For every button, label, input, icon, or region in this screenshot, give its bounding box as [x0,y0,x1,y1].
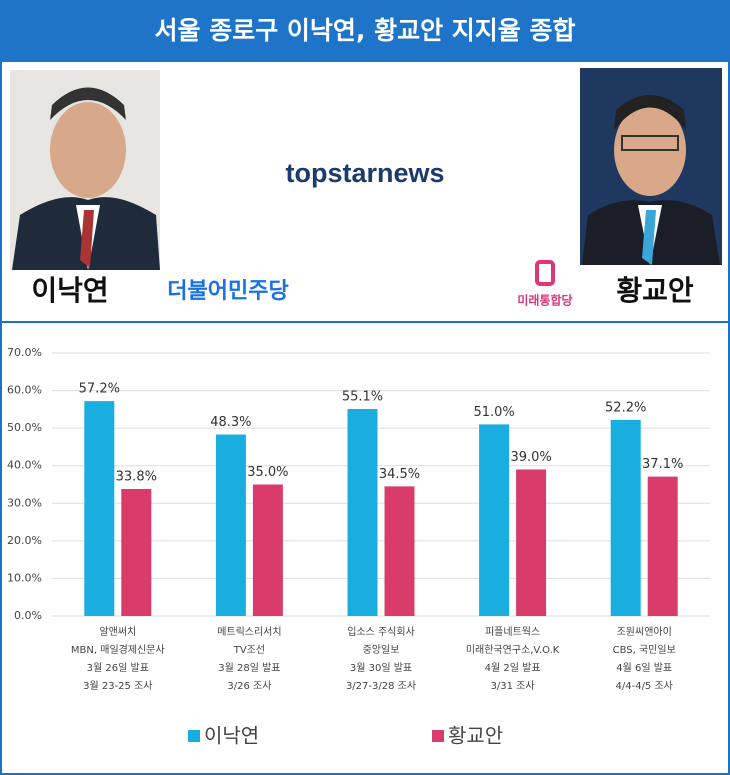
legend-label: 황교안 [448,724,503,748]
x-tick-label: 피플네트웍스 [485,626,540,638]
x-tick-label: 4월 6일 발표 [616,662,672,674]
bar [347,408,378,616]
left-party: 더불어민주당 [167,279,288,304]
x-tick-label: 3/31 조사 [491,680,535,692]
x-tick-label: 조원씨앤아이 [617,626,672,638]
y-tick-label: 30.0% [7,496,42,509]
right-photo [580,68,722,265]
x-tick-label: MBN, 매일경제신문사 [71,643,165,656]
legend-swatch [188,730,200,742]
value-label: 57.2% [79,382,120,397]
bar [252,484,283,616]
x-tick-label: 4/4-4/5 조사 [616,680,673,692]
value-label: 51.0% [473,405,514,420]
y-tick-label: 40.0% [7,459,42,472]
title-bar [0,0,730,62]
chart-title: 서울 종로구 이낙연, 황교안 지지율 종합 [154,16,575,45]
x-tick-label: 3월 26일 발표 [87,662,149,674]
x-tick-label: 3월 30일 발표 [350,662,412,674]
x-tick-label: 3월 23-25 조사 [83,680,152,692]
right-party-icon [535,260,555,286]
x-tick-label: 알앤써치 [99,626,136,638]
y-tick-label: 10.0% [7,571,42,584]
y-tick-label: 60.0% [7,384,42,397]
bar [84,401,115,616]
value-label: 52.2% [605,400,646,415]
left-photo [10,70,160,270]
x-tick-label: 4월 2일 발표 [485,662,541,674]
value-label: 55.1% [342,389,383,404]
value-label: 33.8% [116,470,157,485]
bar [516,469,547,616]
x-tick-label: 3/27-3/28 조사 [346,680,416,692]
right-party: 미래통합당 [517,293,572,308]
bar [479,424,510,616]
legend-swatch [432,730,444,742]
value-label: 39.0% [510,450,551,465]
bar [121,489,152,616]
left-name: 이낙연 [31,274,108,307]
x-tick-label: 3월 28일 발표 [218,662,280,674]
x-tick-label: 3/26 조사 [227,680,271,692]
bar [610,419,641,616]
legend-label: 이낙연 [204,724,259,748]
x-tick-label: 입소스 주식회사 [347,625,415,638]
value-label: 35.0% [247,465,288,480]
value-label: 34.5% [379,467,420,482]
x-tick-label: 메트릭스리서치 [217,626,281,638]
brand-logo: topstarnews [285,158,444,188]
bar [215,434,246,616]
y-tick-label: 0.0% [14,609,42,622]
y-tick-label: 20.0% [7,534,42,547]
x-tick-label: 미래한국연구소,V.O.K [466,644,560,656]
x-tick-label: TV조선 [233,644,265,656]
right-name: 황교안 [616,274,694,307]
x-tick-label: CBS, 국민일보 [613,644,676,656]
bar [647,476,678,616]
x-tick-label: 중앙일보 [363,644,400,656]
value-label: 37.1% [642,457,683,472]
value-label: 48.3% [210,415,251,430]
y-tick-label: 50.0% [7,421,42,434]
y-tick-label: 70.0% [7,346,42,359]
bar [384,486,415,616]
